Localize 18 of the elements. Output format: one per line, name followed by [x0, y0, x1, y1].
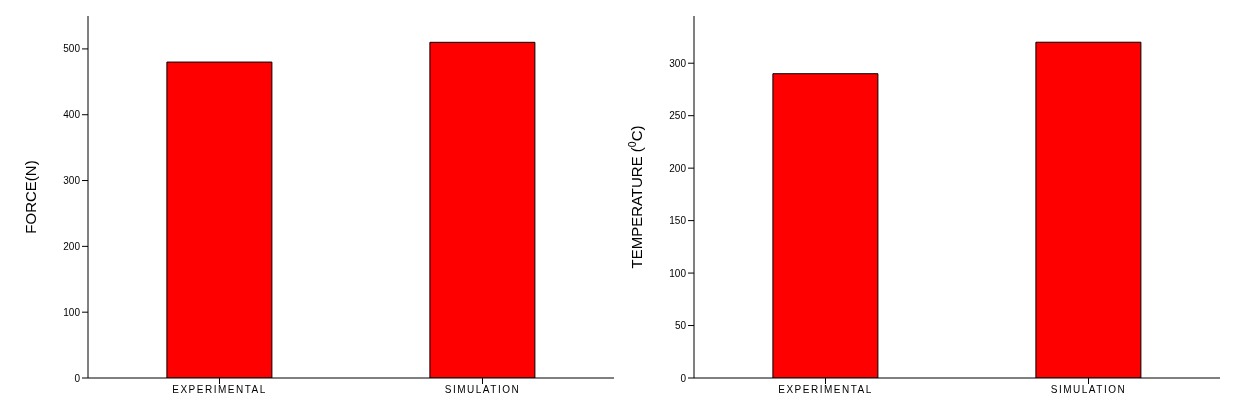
- y-tick-label: 0: [74, 372, 81, 384]
- y-tick-label: 100: [63, 306, 81, 318]
- y-tick-label: 300: [63, 175, 81, 187]
- y-tick-label: 500: [63, 43, 81, 55]
- x-tick-label: EXPERIMENTAL: [172, 384, 267, 396]
- y-tick-label: 300: [669, 57, 687, 69]
- y-tick-label: 50: [674, 320, 687, 332]
- x-tick-label: SIMULATION: [444, 384, 521, 396]
- y-tick-label: 250: [669, 110, 687, 122]
- y-tick-label: 0: [680, 372, 687, 384]
- y-tick-label: 400: [63, 109, 81, 121]
- y-tick-label: 200: [669, 162, 687, 174]
- y-axis-title: FORCE(N): [22, 160, 39, 234]
- y-tick-label: 150: [669, 215, 687, 227]
- y-tick-label: 100: [669, 267, 687, 279]
- y-tick-label: 200: [63, 240, 81, 252]
- x-tick-label: SIMULATION: [1050, 384, 1127, 396]
- x-tick-label: EXPERIMENTAL: [778, 384, 873, 396]
